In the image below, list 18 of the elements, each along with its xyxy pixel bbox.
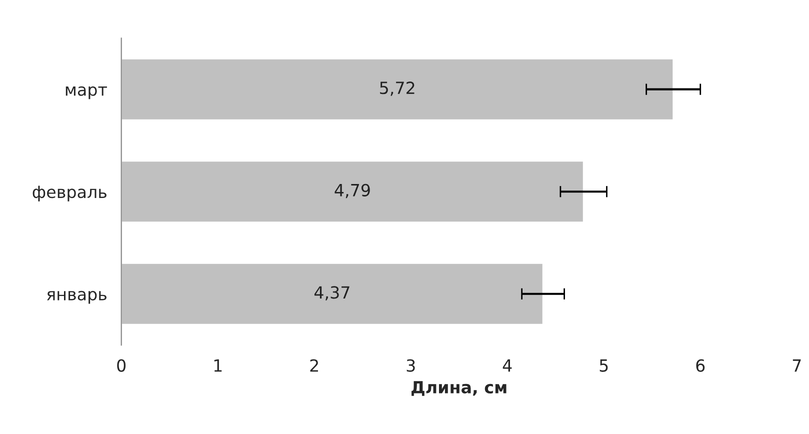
x-tick-label: 1 xyxy=(214,359,222,372)
bar xyxy=(121,262,544,326)
x-tick-label: 4 xyxy=(502,359,512,372)
x-tick-label: 0 xyxy=(117,359,126,372)
x-axis-title: Длина, см xyxy=(412,381,506,396)
x-tick-label: 6 xyxy=(696,359,705,372)
data-label: 4,79 xyxy=(334,184,370,198)
bar xyxy=(121,160,584,223)
bar xyxy=(121,58,674,121)
y-tick-label: февраль xyxy=(32,186,106,202)
x-tick-label: 7 xyxy=(792,359,801,372)
y-tick-label: январь xyxy=(47,290,106,304)
y-tick-label: март xyxy=(66,86,107,100)
x-tick-label: 5 xyxy=(600,359,608,372)
x-tick-label: 3 xyxy=(406,359,415,372)
data-label: 5,72 xyxy=(380,82,414,96)
data-label: 4,37 xyxy=(314,286,350,300)
x-tick-label: 2 xyxy=(310,359,318,372)
